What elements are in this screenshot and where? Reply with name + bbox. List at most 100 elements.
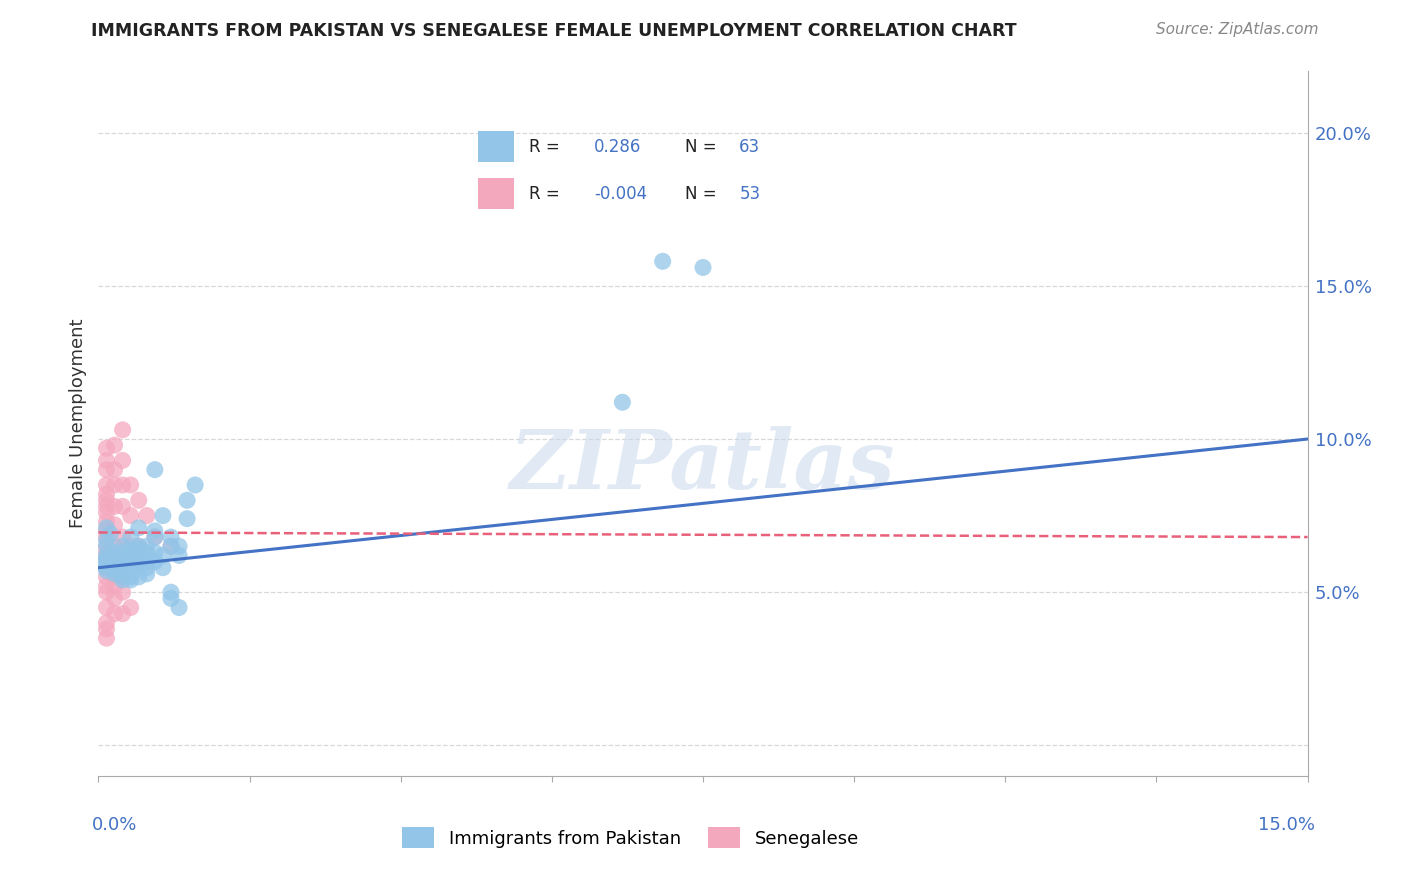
Point [111, 585, 134, 599]
Point [103, 560, 125, 574]
Point [103, 551, 125, 566]
Point [120, 560, 142, 574]
Point [143, 555, 166, 569]
Point [100, 527, 122, 541]
Point [111, 539, 134, 553]
Point [96, 622, 118, 636]
Point [96, 615, 118, 630]
Point [120, 564, 142, 578]
Point [120, 573, 142, 587]
Point [160, 585, 183, 599]
Point [143, 530, 166, 544]
Text: Source: ZipAtlas.com: Source: ZipAtlas.com [1156, 22, 1319, 37]
Point [128, 493, 150, 508]
Point [160, 539, 183, 553]
Point [96, 463, 118, 477]
Point [111, 573, 134, 587]
Point [103, 566, 125, 581]
Text: 0.0%: 0.0% [91, 816, 136, 834]
Point [96, 585, 118, 599]
Point [143, 545, 166, 559]
Point [152, 508, 174, 523]
Point [120, 508, 142, 523]
Point [120, 549, 142, 563]
Point [96, 570, 118, 584]
Point [103, 591, 125, 606]
Point [135, 555, 157, 569]
Point [152, 560, 174, 574]
Point [143, 524, 166, 538]
Point [160, 591, 183, 606]
Point [96, 555, 118, 569]
Point [128, 570, 150, 584]
Point [176, 511, 198, 525]
Point [128, 555, 150, 569]
Point [103, 570, 125, 584]
Point [176, 493, 198, 508]
Point [184, 478, 207, 492]
Point [96, 506, 118, 520]
Point [167, 539, 190, 553]
Point [128, 521, 150, 535]
Point [96, 545, 118, 559]
Point [167, 549, 190, 563]
Point [103, 560, 125, 574]
Point [135, 560, 157, 574]
Point [111, 478, 134, 492]
Point [96, 551, 118, 566]
Point [120, 478, 142, 492]
Point [692, 260, 714, 275]
Point [96, 539, 118, 553]
Point [111, 530, 134, 544]
Point [143, 530, 166, 544]
Point [103, 564, 125, 578]
Point [96, 600, 118, 615]
Point [128, 542, 150, 557]
Point [96, 493, 118, 508]
Point [128, 539, 150, 553]
Point [167, 600, 190, 615]
Point [96, 560, 118, 574]
Point [96, 551, 118, 566]
Point [120, 542, 142, 557]
Point [128, 539, 150, 553]
Point [103, 579, 125, 593]
Y-axis label: Female Unemployment: Female Unemployment [69, 319, 87, 528]
Point [103, 555, 125, 569]
Point [612, 395, 634, 409]
Point [96, 487, 118, 501]
Point [103, 517, 125, 532]
Point [120, 539, 142, 553]
Point [111, 555, 134, 569]
Point [651, 254, 673, 268]
Point [111, 555, 134, 569]
Point [111, 545, 134, 559]
Point [103, 539, 125, 553]
Point [111, 500, 134, 514]
Point [96, 558, 118, 572]
Point [96, 478, 118, 492]
Point [128, 560, 150, 574]
Text: ZIPatlas: ZIPatlas [510, 426, 896, 506]
Point [120, 555, 142, 569]
Point [96, 564, 118, 578]
Point [143, 463, 166, 477]
Point [128, 549, 150, 563]
Point [111, 453, 134, 467]
Point [111, 560, 134, 574]
Point [120, 600, 142, 615]
Point [96, 524, 118, 538]
Point [96, 515, 118, 529]
Point [96, 631, 118, 645]
Point [96, 500, 118, 514]
Point [135, 508, 157, 523]
Point [96, 453, 118, 467]
Point [96, 441, 118, 455]
Point [111, 570, 134, 584]
Point [96, 533, 118, 548]
Point [160, 539, 183, 553]
Point [103, 545, 125, 559]
Point [96, 539, 118, 553]
Text: IMMIGRANTS FROM PAKISTAN VS SENEGALESE FEMALE UNEMPLOYMENT CORRELATION CHART: IMMIGRANTS FROM PAKISTAN VS SENEGALESE F… [91, 22, 1017, 40]
Point [111, 423, 134, 437]
